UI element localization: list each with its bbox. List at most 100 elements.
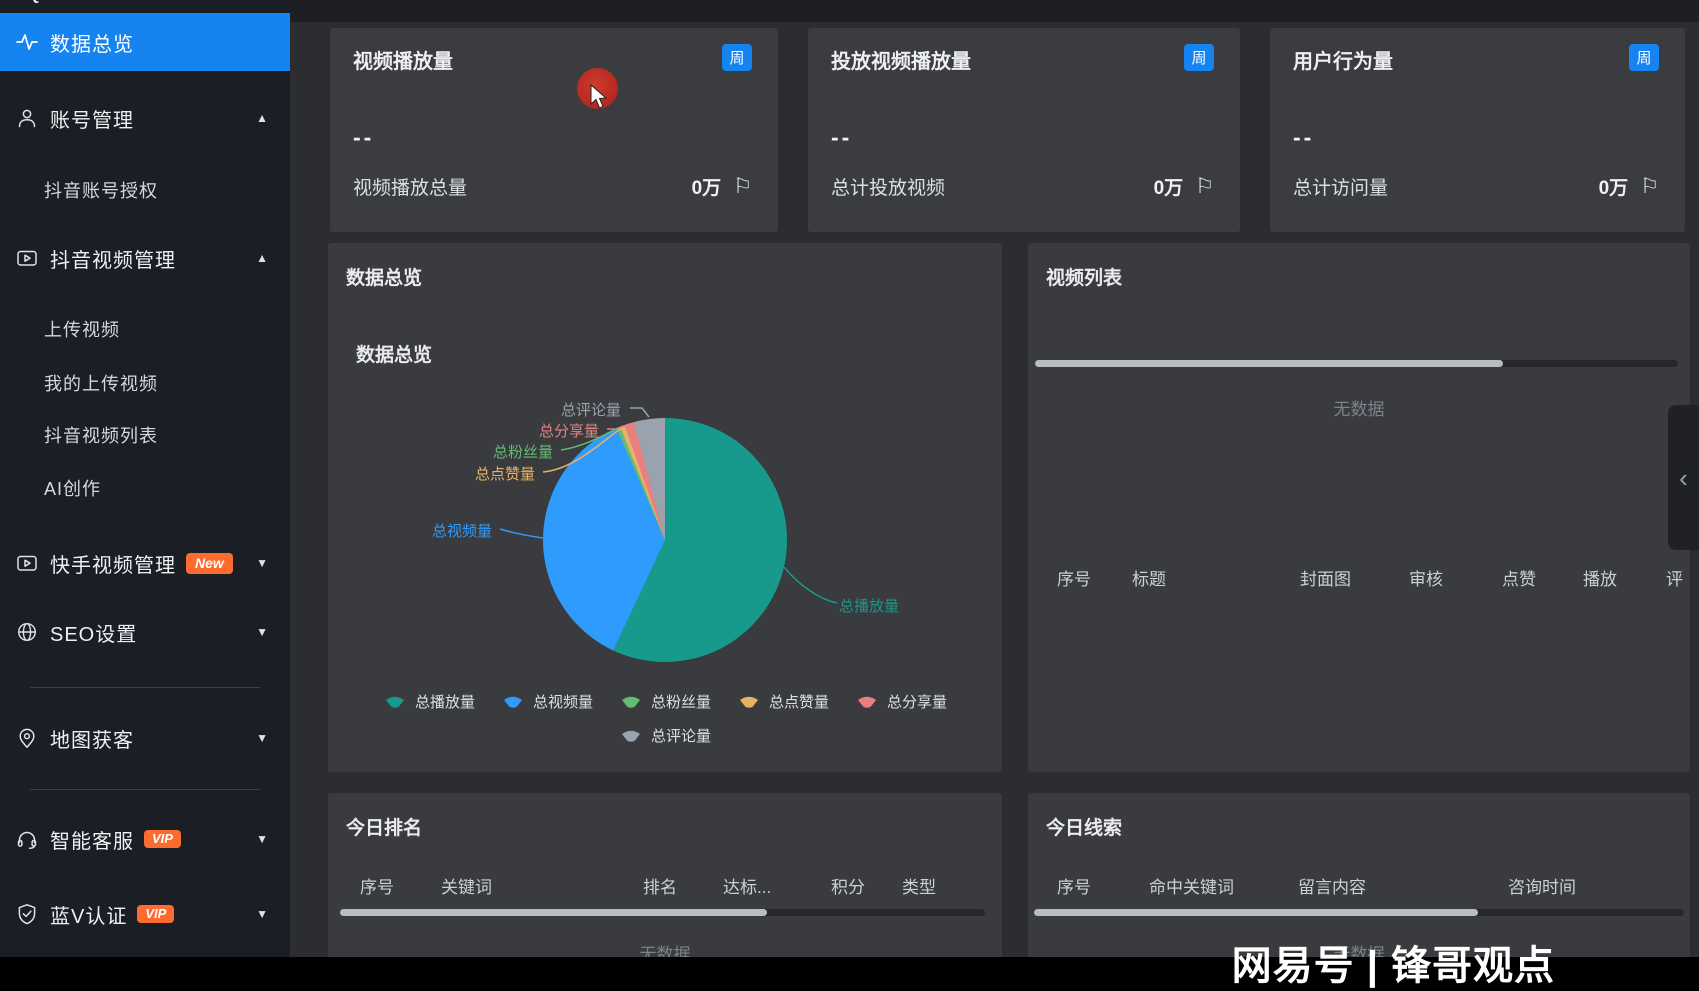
- watermark-text: 网易号 | 锋哥观点: [1231, 944, 1555, 988]
- stat-card-video-plays: 视频播放量 周 -- 视频播放总量 0万 ⚐: [330, 28, 778, 232]
- pie-chart[interactable]: [543, 418, 787, 662]
- flag-icon: ⚐: [1195, 175, 1214, 198]
- chart-title: 数据总览: [356, 345, 433, 366]
- column-header: 留言内容: [1298, 878, 1366, 897]
- legend-item[interactable]: 总播放量: [383, 691, 475, 712]
- panel-collapse-handle[interactable]: ‹: [1668, 405, 1699, 550]
- flag-icon: ⚐: [1640, 175, 1659, 198]
- card-value: --: [353, 124, 375, 150]
- card-footer-label: 总计投放视频: [831, 178, 946, 199]
- column-header: 封面图: [1300, 570, 1351, 589]
- legend-item[interactable]: 总粉丝量: [619, 691, 711, 712]
- sidebar-subitem-label: 抖音账号授权: [44, 181, 158, 201]
- pie-label-videos: 总视频量: [432, 523, 493, 540]
- card-footer-value: 0万: [1153, 178, 1184, 199]
- card-footer-value: 0万: [1598, 178, 1629, 199]
- globe-icon: [16, 621, 38, 643]
- sidebar-item-kuaishou-video-management[interactable]: 快手视频管理 New ▼: [0, 541, 290, 585]
- sidebar-item-blue-v-certification[interactable]: 蓝V认证 VIP ▼: [0, 892, 290, 936]
- horizontal-scrollbar-thumb[interactable]: [1034, 909, 1478, 916]
- card-value: --: [1293, 124, 1315, 150]
- sidebar-item-map-leads[interactable]: 地图获客 ▼: [0, 716, 290, 760]
- shield-check-icon: [16, 903, 38, 925]
- mouse-cursor: [590, 84, 608, 109]
- legend-item[interactable]: 总视频量: [501, 691, 593, 712]
- pie-legend: 总播放量 总视频量 总粉丝量 总点赞量 总分享量 总评论量: [328, 691, 1002, 746]
- sidebar-item-smart-customer-service[interactable]: 智能客服 VIP ▼: [0, 817, 290, 861]
- video-icon: [16, 247, 38, 269]
- sidebar: QUANMEIYIYUNYING 数据总览 账号管理 ▲ 抖音账号授权 抖音视频…: [0, 0, 290, 991]
- column-header: 序号: [1057, 570, 1091, 589]
- panel-title: 今日排名: [346, 818, 423, 839]
- card-footer-label: 视频播放总量: [353, 178, 468, 199]
- horizontal-scrollbar-thumb[interactable]: [340, 909, 767, 916]
- video-list-panel: 视频列表 序号 标题 封面图 审核 点赞 播放 评 无数据: [1028, 243, 1690, 772]
- chevron-left-icon: ‹: [1679, 462, 1688, 493]
- chevron-down-icon: ▼: [256, 625, 268, 639]
- column-header: 关键词: [441, 878, 492, 897]
- legend-item[interactable]: 总评论量: [619, 725, 711, 746]
- legend-item[interactable]: 总分享量: [855, 691, 947, 712]
- today-leads-panel: 今日线索 序号 命中关键词 留言内容 咨询时间 无数据: [1028, 793, 1690, 968]
- video-icon: [16, 552, 38, 574]
- pulse-icon: [16, 31, 38, 53]
- sidebar-item-douyin-video-management[interactable]: 抖音视频管理 ▲: [0, 236, 290, 280]
- brand-logo-text: QUANMEIYIYUNYING: [0, 0, 290, 4]
- column-header: 序号: [360, 878, 394, 897]
- sidebar-item-label: 智能客服: [50, 830, 134, 853]
- data-overview-panel: 数据总览 数据总览 总评论量 总分享量 总粉丝量 总点赞量 总视频量 总播放量 …: [328, 243, 1002, 772]
- card-footer-value: 0万: [691, 178, 722, 199]
- sidebar-item-douyin-auth[interactable]: 抖音账号授权: [0, 168, 290, 212]
- pie-label-plays: 总播放量: [839, 598, 900, 615]
- pie-label-likes: 总点赞量: [475, 466, 536, 483]
- pie-label-shares: 总分享量: [539, 423, 600, 440]
- sidebar-item-label: 账号管理: [50, 109, 134, 132]
- card-footer-label: 总计访问量: [1293, 178, 1389, 199]
- sidebar-item-seo-settings[interactable]: SEO设置 ▼: [0, 610, 290, 654]
- flag-icon: ⚐: [733, 175, 752, 198]
- chevron-up-icon: ▲: [256, 111, 268, 125]
- panel-title: 今日线索: [1046, 818, 1123, 839]
- sidebar-divider: [30, 789, 260, 790]
- column-header: 序号: [1057, 878, 1091, 897]
- column-header: 命中关键词: [1149, 878, 1234, 897]
- sidebar-subitem-label: 我的上传视频: [44, 374, 158, 394]
- column-header: 排名: [643, 878, 677, 897]
- chevron-down-icon: ▼: [256, 556, 268, 570]
- sidebar-item-label: 蓝V认证: [50, 905, 128, 928]
- new-badge: New: [186, 552, 233, 574]
- horizontal-scrollbar-thumb[interactable]: [1035, 360, 1503, 367]
- panel-title: 数据总览: [346, 268, 423, 289]
- pie-label-comments: 总评论量: [561, 402, 622, 419]
- sidebar-item-upload-video[interactable]: 上传视频: [0, 307, 290, 351]
- column-header: 咨询时间: [1508, 878, 1576, 897]
- sidebar-item-data-overview[interactable]: 数据总览: [0, 13, 290, 71]
- column-header: 积分: [831, 878, 865, 897]
- vip-badge: VIP: [137, 905, 175, 923]
- sidebar-divider: [30, 687, 260, 688]
- period-badge-week[interactable]: 周: [1629, 44, 1659, 71]
- chevron-down-icon: ▼: [256, 731, 268, 745]
- sidebar-item-douyin-video-list[interactable]: 抖音视频列表: [0, 413, 290, 457]
- period-badge-week[interactable]: 周: [722, 44, 752, 71]
- sidebar-subitem-label: 上传视频: [44, 320, 120, 340]
- card-title: 用户行为量: [1293, 51, 1393, 73]
- headset-icon: [16, 828, 38, 850]
- chevron-down-icon: ▼: [256, 907, 268, 921]
- period-badge-week[interactable]: 周: [1184, 44, 1214, 71]
- sidebar-subitem-label: AI创作: [44, 479, 102, 499]
- empty-state-text: 无数据: [1333, 400, 1385, 419]
- sidebar-subitem-label: 抖音视频列表: [44, 426, 158, 446]
- card-title: 投放视频播放量: [831, 51, 971, 73]
- column-header: 审核: [1409, 570, 1443, 589]
- map-pin-icon: [16, 727, 38, 749]
- stat-card-user-behavior: 用户行为量 周 -- 总计访问量 0万 ⚐: [1270, 28, 1685, 232]
- sidebar-item-ai-creation[interactable]: AI创作: [0, 466, 290, 510]
- legend-item[interactable]: 总点赞量: [737, 691, 829, 712]
- column-header: 类型: [902, 878, 936, 897]
- user-icon: [16, 107, 38, 129]
- sidebar-item-my-uploaded-videos[interactable]: 我的上传视频: [0, 361, 290, 405]
- sidebar-item-label: SEO设置: [50, 623, 138, 646]
- sidebar-item-account-management[interactable]: 账号管理 ▲: [0, 96, 290, 140]
- column-header: 点赞: [1502, 570, 1536, 589]
